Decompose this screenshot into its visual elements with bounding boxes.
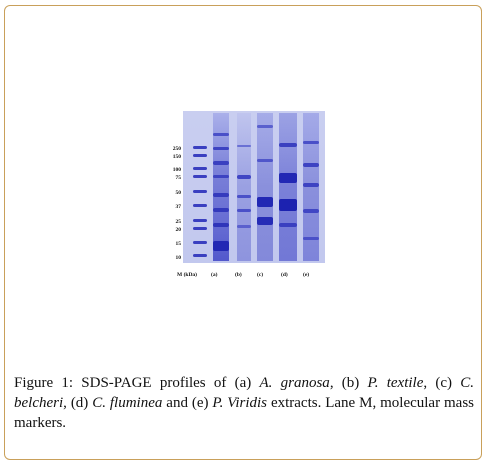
species-c: C. belcheri	[14, 375, 474, 411]
species-d: C. fluminea	[92, 395, 163, 411]
mw-label-37: 37	[175, 204, 182, 210]
lane-label-a: (a)	[211, 272, 218, 278]
species-a: A. granosa	[259, 375, 330, 391]
caption-text-5: and (e)	[162, 395, 213, 411]
mw-label-15: 15	[175, 241, 182, 247]
mw-label-20: 20	[175, 227, 182, 233]
mw-label-150: 150	[172, 154, 181, 160]
caption-text-2: , (b)	[329, 375, 368, 391]
marker-lane-label: M (kDa)	[177, 272, 198, 278]
lane-a	[213, 113, 229, 261]
figure-frame: 250 150 100 75 50 37 25 20 15 10	[4, 5, 482, 460]
mw-label-100: 100	[172, 167, 181, 173]
lane-e	[303, 113, 319, 261]
mw-label-75: 75	[175, 175, 182, 181]
lane-label-b: (b)	[235, 272, 242, 278]
mw-label-250: 250	[172, 146, 181, 152]
caption-text-6: extracts. Lane M, molecular mass markers…	[14, 395, 474, 431]
lane-b	[237, 113, 251, 261]
figure-caption: Figure 1: SDS-PAGE profiles of (a) A. gr…	[14, 373, 474, 433]
mw-label-10: 10	[175, 255, 182, 261]
caption-text-4: , (d)	[63, 395, 93, 411]
lane-d	[279, 113, 297, 261]
lane-c	[257, 113, 273, 261]
mw-label-50: 50	[175, 190, 182, 196]
species-b: P. textile	[367, 375, 424, 391]
mw-label-25: 25	[175, 219, 182, 225]
lane-marker	[193, 113, 207, 261]
caption-text-1: SDS-PAGE profiles of (a)	[73, 375, 260, 391]
lane-label-c: (c)	[257, 272, 264, 278]
sds-page-figure: 250 150 100 75 50 37 25 20 15 10	[155, 111, 335, 286]
caption-text-3: , (c)	[423, 375, 461, 391]
lane-label-d: (d)	[281, 272, 288, 278]
caption-prefix: Figure 1:	[14, 375, 74, 391]
species-e: P. Viridis	[212, 395, 268, 411]
lane-label-e: (e)	[303, 272, 310, 278]
gel-image	[183, 111, 325, 263]
